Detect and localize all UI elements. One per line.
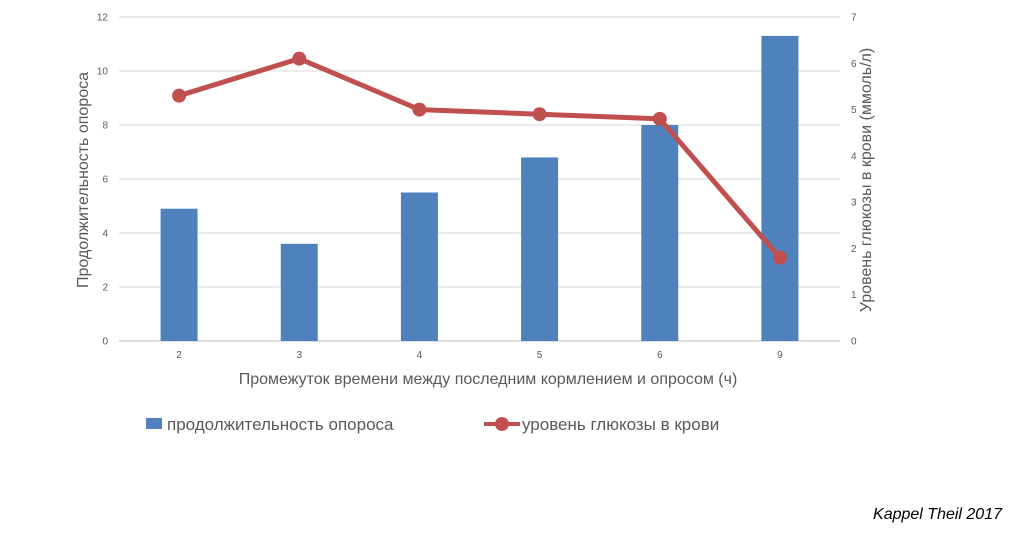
y2-tick-labels: 0 1 2 3 4 5 6 7 (851, 13, 857, 348)
y-tick-label: 4 (102, 229, 108, 240)
y-tick-labels: 0 2 4 6 8 10 12 (97, 13, 109, 348)
y-tick-label: 8 (102, 121, 108, 132)
bar (160, 208, 198, 341)
x-tick-labels: 2 3 4 5 6 9 (176, 350, 783, 361)
x-tick-label: 5 (537, 350, 543, 361)
x-axis-title: Промежуток времени между последним кормл… (239, 371, 738, 388)
y2-tick-label: 6 (851, 59, 857, 70)
y2-tick-label: 3 (851, 198, 857, 209)
series-line (178, 56, 782, 260)
line-point (172, 88, 187, 103)
line-point (772, 250, 787, 265)
bar (641, 125, 679, 341)
y2-tick-label: 7 (851, 13, 857, 24)
bar (761, 35, 799, 342)
y2-tick-label: 4 (851, 151, 857, 162)
source-citation: Kappel Theil 2017 (873, 506, 1002, 523)
legend-label-line: уровень глюкозы в крови (522, 415, 719, 434)
legend-swatch-bar (146, 418, 162, 429)
line-series (172, 51, 787, 265)
legend: продолжительность опороса уровень глюкоз… (146, 415, 719, 434)
y2-tick-label: 1 (851, 290, 857, 301)
x-tick-label: 2 (176, 350, 182, 361)
legend-label-bar: продолжительность опороса (167, 415, 394, 434)
line-point (412, 102, 427, 117)
y2-tick-label: 0 (851, 337, 857, 348)
gridlines (119, 16, 840, 342)
y2-tick-label: 2 (851, 244, 857, 255)
line-point (292, 51, 307, 66)
y-tick-label: 2 (102, 283, 108, 294)
y-tick-label: 12 (97, 13, 109, 24)
y-axis-title: Продолжительность опороса (75, 72, 92, 288)
line-point (652, 111, 667, 126)
bar (280, 243, 318, 341)
bar (400, 192, 438, 341)
x-tick-label: 6 (657, 350, 663, 361)
y2-tick-label: 5 (851, 105, 857, 116)
bar (521, 157, 559, 341)
x-tick-label: 9 (777, 350, 783, 361)
line-point (532, 107, 547, 122)
bar-series (160, 35, 799, 342)
x-tick-label: 4 (417, 350, 423, 361)
y2-axis-title: Уровень глюкозы в крови (ммоль/л) (858, 48, 875, 312)
legend-swatch-marker (495, 417, 509, 431)
y-tick-label: 10 (97, 67, 109, 78)
y-tick-label: 0 (102, 337, 108, 348)
x-tick-label: 3 (296, 350, 302, 361)
y-tick-label: 6 (102, 175, 108, 186)
